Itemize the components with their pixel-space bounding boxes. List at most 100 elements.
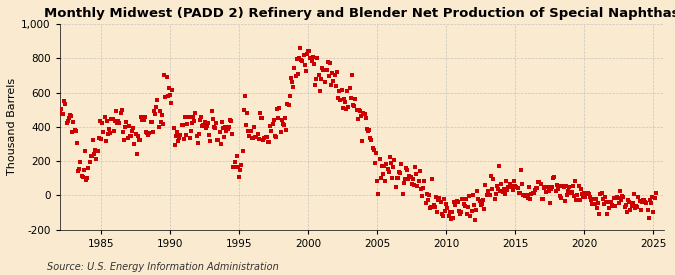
Point [137, 117, 148, 122]
Point [509, 179, 520, 183]
Point [630, 204, 641, 208]
Point [279, 123, 290, 127]
Point [268, 118, 279, 122]
Point [269, 134, 280, 138]
Point [321, 68, 332, 73]
Point [181, 133, 192, 138]
Point [480, 183, 491, 187]
Point [296, 58, 306, 62]
Point [168, 126, 179, 131]
Point [456, 210, 466, 214]
Point [373, 192, 384, 197]
Point [641, 200, 652, 205]
Point [93, 136, 104, 140]
Point [522, 196, 533, 200]
Point [65, 113, 76, 117]
Point [330, 84, 341, 88]
Point [338, 106, 348, 111]
Point [374, 157, 385, 161]
Point [271, 135, 281, 139]
Point [331, 70, 342, 74]
Text: Source: U.S. Energy Information Administration: Source: U.S. Energy Information Administ… [47, 262, 279, 272]
Point [452, 200, 463, 204]
Point [186, 121, 197, 125]
Point [343, 105, 354, 109]
Point [638, 198, 649, 202]
Point [568, 184, 578, 188]
Point [359, 112, 370, 116]
Point [616, 198, 626, 202]
Point [180, 115, 190, 120]
Point [300, 68, 311, 73]
Point [70, 129, 81, 133]
Point [151, 105, 162, 109]
Point [396, 161, 407, 166]
Point [498, 186, 509, 191]
Point [219, 135, 230, 139]
Point [475, 198, 485, 203]
Point [124, 123, 134, 128]
Point [421, 192, 432, 197]
Point [356, 114, 367, 119]
Point [549, 175, 560, 179]
Point [103, 131, 113, 136]
Point [175, 133, 186, 137]
Point [248, 125, 259, 129]
Point [583, 191, 593, 195]
Point [369, 148, 379, 152]
Point [529, 191, 539, 195]
Point [387, 176, 398, 180]
Point [173, 139, 184, 143]
Point [406, 182, 417, 186]
Point [126, 134, 136, 138]
Point [143, 133, 154, 138]
Point [416, 194, 427, 199]
Point [214, 130, 225, 134]
Point [265, 124, 275, 129]
Point [307, 54, 318, 59]
Point [63, 116, 74, 120]
Point [628, 192, 639, 197]
Point [202, 120, 213, 125]
Point [323, 74, 334, 78]
Point [163, 94, 173, 98]
Point [397, 192, 408, 197]
Point [462, 211, 472, 216]
Point [535, 182, 546, 186]
Point [379, 164, 389, 169]
Point [517, 182, 528, 186]
Point [490, 192, 501, 196]
Point [112, 120, 123, 125]
Point [279, 116, 290, 120]
Point [388, 165, 399, 170]
Point [640, 200, 651, 204]
Point [560, 184, 571, 189]
Point [633, 195, 644, 199]
Point [178, 137, 189, 142]
Point [410, 165, 421, 169]
Point [304, 48, 315, 53]
Point [67, 130, 78, 134]
Point [404, 173, 415, 178]
Point [408, 183, 419, 188]
Point [610, 204, 621, 208]
Point [317, 66, 327, 70]
Point [477, 202, 487, 206]
Point [328, 79, 339, 83]
Point [153, 125, 164, 129]
Point [212, 138, 223, 143]
Point [532, 186, 543, 190]
Point [192, 141, 203, 145]
Point [194, 118, 205, 122]
Point [70, 128, 80, 133]
Point [405, 175, 416, 180]
Point [348, 103, 358, 107]
Point [238, 108, 249, 112]
Point [619, 205, 630, 209]
Point [243, 128, 254, 133]
Point [489, 197, 500, 201]
Point [526, 192, 537, 196]
Point [286, 76, 296, 81]
Point [82, 176, 92, 180]
Point [646, 200, 657, 205]
